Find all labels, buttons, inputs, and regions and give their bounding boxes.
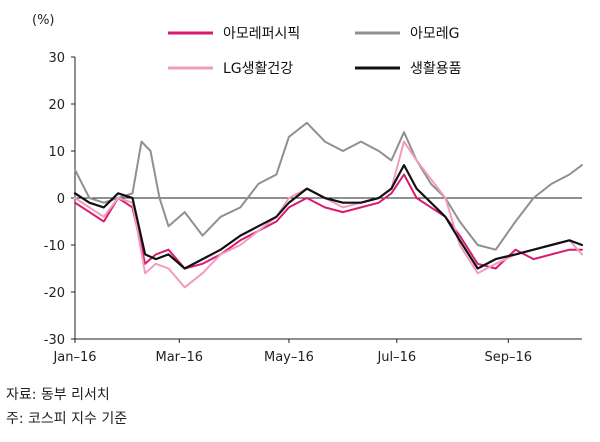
y-tick-label: -20 — [44, 286, 65, 301]
series-lines — [73, 121, 584, 289]
x-tick-label: Jul–16 — [376, 350, 416, 365]
source-note: 자료: 동부 리서치 — [6, 387, 110, 403]
line-chart: (%) 30 20 10 0 -10 -20 -30 Jan–16 Mar–16 May–16 Ju… — [32, 13, 584, 365]
x-tick-label: Jan–16 — [52, 350, 96, 365]
series-line-1 — [74, 121, 583, 251]
y-tick-label: -10 — [44, 239, 65, 254]
legend-label: 아모레G — [410, 26, 460, 42]
y-tick-label: 10 — [48, 145, 65, 160]
series-line-2 — [74, 140, 583, 289]
x-tick-label: Sep–16 — [485, 350, 533, 365]
y-tick-label: -30 — [44, 333, 65, 348]
legend: 아모레퍼시픽 아모레G LG생활건강 생활용품 — [168, 26, 462, 77]
y-tick-label: 30 — [48, 51, 65, 66]
series-line-3 — [73, 164, 584, 270]
y-unit-label: (%) — [32, 13, 55, 28]
basis-note: 주: 코스피 지수 기준 — [6, 411, 128, 427]
legend-label: 아모레퍼시픽 — [223, 26, 300, 42]
x-tick-label: May–16 — [264, 350, 314, 365]
y-tick-label: 0 — [57, 192, 65, 207]
legend-label: 생활용품 — [410, 61, 462, 77]
legend-label: LG생활건강 — [223, 61, 293, 77]
series-line-0 — [74, 173, 583, 270]
y-tick-label: 20 — [48, 98, 65, 113]
x-tick-label: Mar–16 — [155, 350, 203, 365]
axes: 30 20 10 0 -10 -20 -30 Jan–16 Mar–16 May–16 Jul–16… — [44, 51, 582, 365]
